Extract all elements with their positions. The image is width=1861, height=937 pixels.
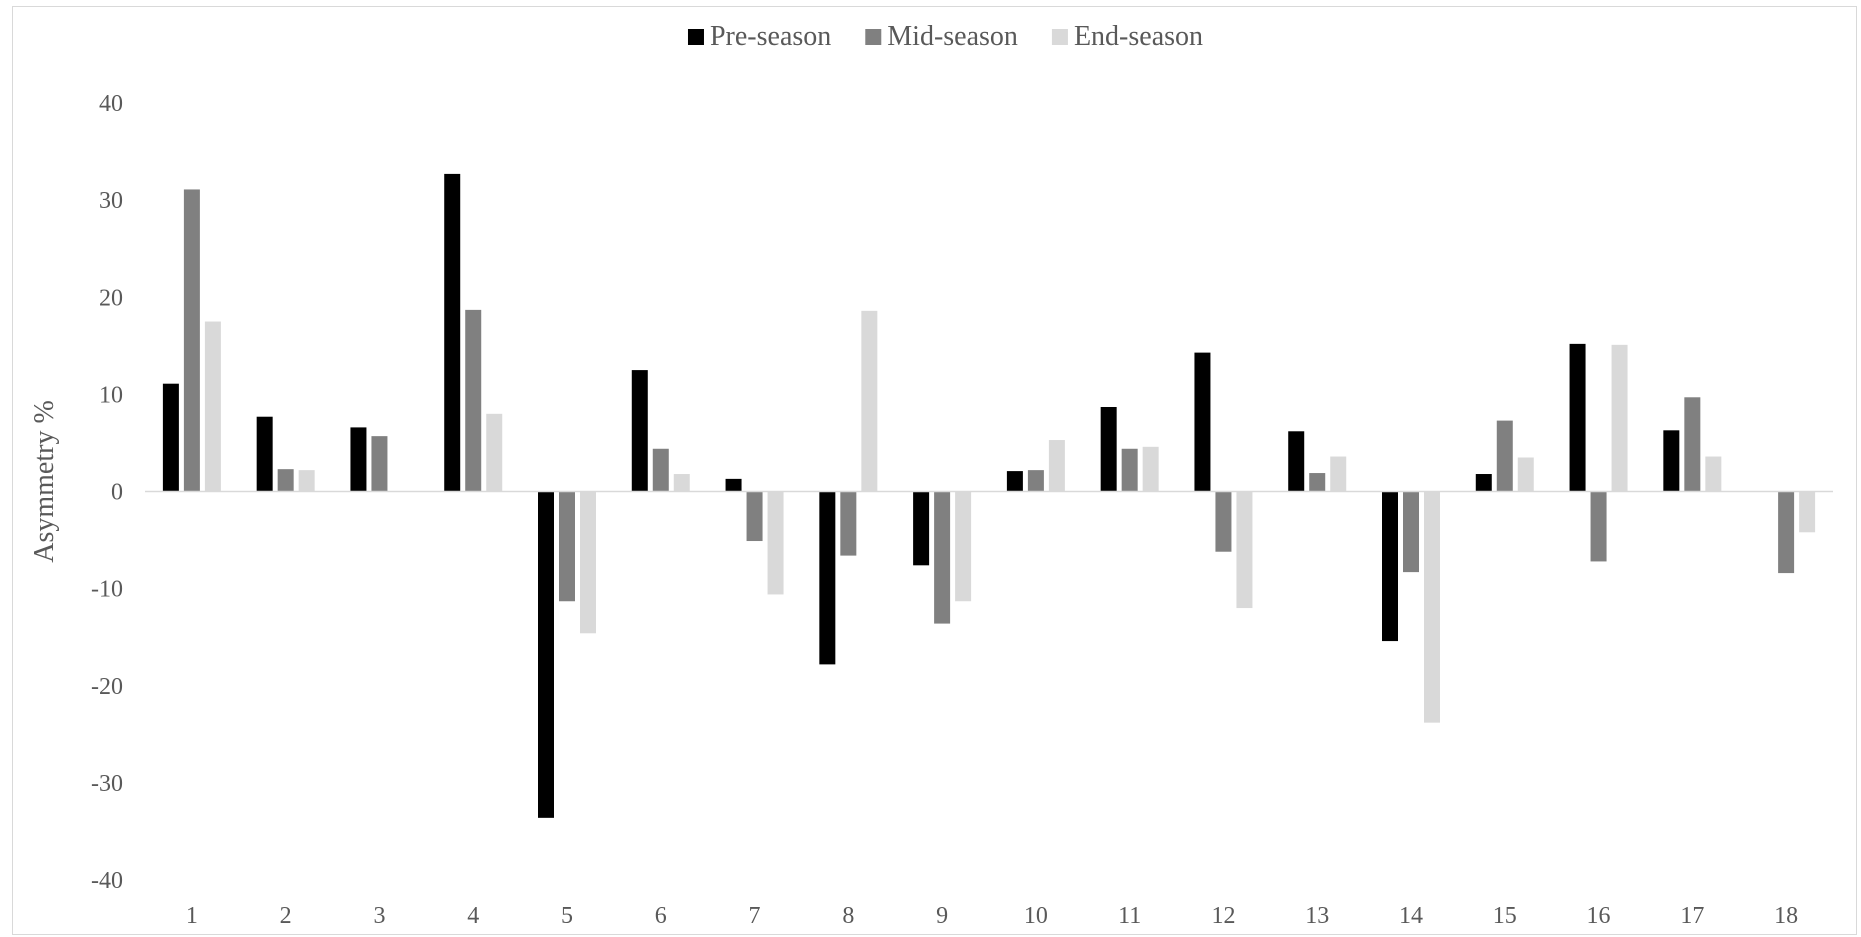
bar-mid-season-11 xyxy=(1121,448,1138,492)
bar-end-season-17 xyxy=(1705,456,1722,492)
bars xyxy=(162,173,1816,818)
bar-pre-season-4 xyxy=(444,173,461,492)
y-axis: 40 30 20 10 0 -10 -20 -30 -40 xyxy=(91,91,123,894)
x-tick-label: 16 xyxy=(1587,903,1611,929)
y-tick-label: 10 xyxy=(99,382,123,408)
bar-end-season-4 xyxy=(486,413,503,492)
bar-pre-season-10 xyxy=(1006,471,1023,492)
y-axis-title: Asymmetry % xyxy=(29,400,60,563)
bar-end-season-8 xyxy=(861,310,878,492)
bar-pre-season-1 xyxy=(162,383,179,492)
bar-mid-season-10 xyxy=(1027,470,1044,492)
y-tick-label: -30 xyxy=(91,771,123,797)
x-tick-label: 9 xyxy=(936,903,948,929)
x-tick-label: 14 xyxy=(1399,903,1423,929)
bar-mid-season-16 xyxy=(1590,491,1607,562)
legend-label-mid-season: Mid-season xyxy=(887,21,1018,52)
bar-mid-season-6 xyxy=(652,448,669,492)
x-tick-label: 10 xyxy=(1024,903,1048,929)
bar-mid-season-15 xyxy=(1496,420,1513,492)
bar-mid-season-3 xyxy=(371,436,388,492)
bar-end-season-15 xyxy=(1517,457,1534,492)
x-tick-label: 6 xyxy=(655,903,667,929)
x-tick-label: 8 xyxy=(842,903,854,929)
bar-pre-season-7 xyxy=(725,478,742,492)
legend-swatch-end-season xyxy=(1051,29,1068,45)
x-tick-label: 18 xyxy=(1774,903,1798,929)
x-tick-label: 1 xyxy=(186,903,198,929)
bar-end-season-6 xyxy=(673,474,690,492)
bar-pre-season-5 xyxy=(538,491,554,818)
chart-frame: Pre-season Mid-season End-season 40 30 20 10 0… xyxy=(12,6,1857,935)
y-tick-label: 30 xyxy=(99,188,123,214)
bar-pre-season-2 xyxy=(256,416,273,492)
bar-pre-season-8 xyxy=(819,491,836,665)
bar-end-season-7 xyxy=(767,491,784,595)
x-tick-label: 12 xyxy=(1211,903,1235,929)
bar-end-season-11 xyxy=(1142,446,1159,492)
legend: Pre-season Mid-season End-season xyxy=(687,21,1203,52)
y-tick-label: 20 xyxy=(99,285,123,311)
bar-end-season-12 xyxy=(1236,491,1253,609)
bar-mid-season-1 xyxy=(183,189,200,492)
bar-pre-season-6 xyxy=(631,370,648,492)
x-tick-label: 7 xyxy=(749,903,761,929)
bar-pre-season-3 xyxy=(350,427,367,492)
bar-pre-season-12 xyxy=(1194,352,1211,492)
y-tick-label: -20 xyxy=(91,674,123,700)
bar-mid-season-17 xyxy=(1684,397,1701,492)
x-tick-label: 17 xyxy=(1680,903,1704,929)
bar-pre-season-15 xyxy=(1475,474,1492,492)
bar-mid-season-5 xyxy=(559,491,575,602)
bar-mid-season-4 xyxy=(465,309,482,492)
bar-pre-season-13 xyxy=(1288,431,1305,492)
bar-end-season-2 xyxy=(298,470,315,492)
bar-end-season-18 xyxy=(1799,491,1816,533)
bar-pre-season-17 xyxy=(1663,430,1680,492)
bar-mid-season-9 xyxy=(934,491,951,624)
x-tick-label: 3 xyxy=(373,903,385,929)
legend-swatch-pre-season xyxy=(687,29,704,45)
y-tick-label: -40 xyxy=(91,868,123,894)
bar-end-season-10 xyxy=(1048,440,1065,492)
bar-pre-season-16 xyxy=(1569,343,1586,492)
bar-mid-season-8 xyxy=(840,491,857,556)
x-tick-label: 13 xyxy=(1305,903,1329,929)
y-tick-label: 0 xyxy=(111,480,123,506)
x-tick-label: 4 xyxy=(467,903,479,929)
bar-end-season-14 xyxy=(1424,491,1440,723)
x-axis: 1 2 3 4 5 6 7 8 9 10 11 12 13 14 15 16 17 18 xyxy=(186,903,1798,929)
bar-pre-season-14 xyxy=(1382,491,1398,642)
bar-mid-season-14 xyxy=(1403,491,1419,573)
legend-swatch-mid-season xyxy=(865,29,882,45)
legend-label-pre-season: Pre-season xyxy=(710,21,831,52)
bar-chart: Pre-season Mid-season End-season 40 30 20 10 0… xyxy=(29,21,1833,929)
bar-end-season-16 xyxy=(1611,344,1628,492)
bar-mid-season-13 xyxy=(1309,473,1326,492)
bar-end-season-13 xyxy=(1330,456,1347,492)
x-tick-label: 11 xyxy=(1118,903,1141,929)
bar-pre-season-9 xyxy=(913,491,930,566)
bar-mid-season-18 xyxy=(1778,491,1795,574)
bar-end-season-5 xyxy=(580,491,596,634)
bar-end-season-9 xyxy=(955,491,972,602)
y-tick-label: -10 xyxy=(91,577,123,603)
bar-pre-season-11 xyxy=(1100,407,1117,492)
bar-mid-season-12 xyxy=(1215,491,1232,552)
x-tick-label: 15 xyxy=(1493,903,1517,929)
x-tick-label: 5 xyxy=(561,903,573,929)
y-tick-label: 40 xyxy=(99,91,123,117)
bar-end-season-1 xyxy=(204,321,221,492)
bar-mid-season-7 xyxy=(746,491,763,542)
legend-label-end-season: End-season xyxy=(1074,21,1203,52)
x-tick-label: 2 xyxy=(280,903,292,929)
bar-mid-season-2 xyxy=(277,469,294,492)
